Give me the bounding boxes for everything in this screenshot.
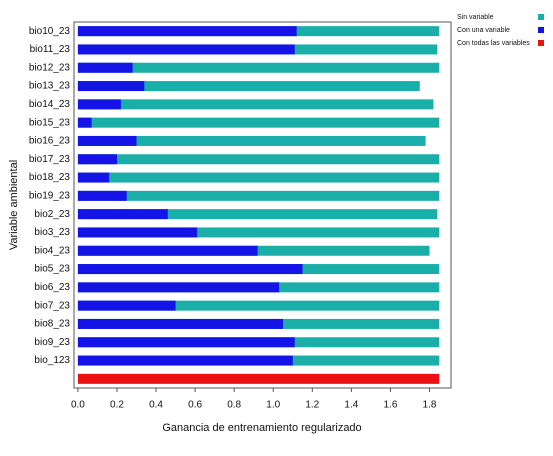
bar (77, 190, 127, 201)
x-tick-label: 1.2 (305, 400, 319, 411)
bar (77, 318, 284, 329)
bar (77, 337, 295, 348)
bar (77, 26, 297, 37)
bar (77, 81, 145, 92)
bar (77, 81, 420, 92)
x-axis-label: Ganancia de entrenamiento regularizado (162, 422, 361, 434)
bar (77, 190, 440, 201)
y-tick-label: bio18_23 (29, 172, 71, 183)
y-tick-label: bio17_23 (29, 154, 71, 165)
y-tick-label: bio14_23 (29, 99, 71, 110)
legend-label: Con una variable (457, 27, 510, 34)
legend-swatch (538, 40, 544, 46)
y-tick-label: bio5_23 (34, 264, 70, 275)
legend-swatch (538, 27, 544, 33)
x-tick-label: 0.0 (71, 400, 85, 411)
bar (77, 62, 440, 73)
y-tick-label: bio12_23 (29, 62, 71, 73)
bar (77, 172, 110, 183)
y-tick-label: bio2_23 (34, 209, 70, 220)
bar (77, 300, 176, 311)
plot-frame (73, 21, 452, 389)
x-tick-label: 1.8 (423, 400, 437, 411)
bar (77, 99, 121, 110)
y-tick-label: bio_123 (34, 355, 70, 366)
y-tick-label: bio6_23 (34, 282, 70, 293)
bar (77, 99, 434, 110)
x-tick-label: 0.2 (110, 400, 124, 411)
y-tick-label: bio7_23 (34, 300, 70, 311)
bar (77, 355, 293, 366)
bar (77, 227, 440, 238)
bar (77, 62, 133, 73)
bar (77, 209, 438, 220)
x-tick-label: 1.4 (344, 400, 358, 411)
y-tick-label: bio16_23 (29, 136, 71, 147)
y-tick-label: bio15_23 (29, 117, 71, 128)
bar (77, 135, 426, 146)
x-tick-label: 0.6 (188, 400, 202, 411)
x-tick-label: 1.0 (266, 400, 280, 411)
y-tick-label: bio10_23 (29, 26, 71, 37)
bar (77, 209, 168, 220)
bar (77, 154, 117, 165)
y-tick-label: bio13_23 (29, 81, 71, 92)
y-axis-label: Variable ambiental (8, 160, 20, 250)
y-tick-label: bio11_23 (30, 44, 71, 55)
bar (77, 172, 440, 183)
bar (77, 117, 440, 128)
x-tick-label: 1.6 (383, 400, 397, 411)
bar (77, 264, 303, 275)
y-tick-label: bio3_23 (34, 227, 70, 238)
bar (77, 373, 440, 384)
y-tick-label: bio9_23 (34, 337, 70, 348)
bar (77, 227, 198, 238)
bar (77, 245, 258, 256)
legend-label: Con todas las variables (457, 40, 530, 47)
y-tick-label: bio19_23 (29, 190, 71, 201)
bar (77, 282, 280, 293)
y-tick-label: bio4_23 (34, 245, 70, 256)
x-tick-label: 0.8 (227, 400, 241, 411)
bar (77, 135, 137, 146)
bar (77, 44, 295, 55)
legend-label: Sin variable (457, 14, 494, 21)
bar (77, 117, 92, 128)
x-tick-label: 0.4 (149, 400, 163, 411)
bar (77, 154, 440, 165)
bar (77, 300, 440, 311)
legend-swatch (538, 14, 544, 20)
y-tick-label: bio8_23 (34, 319, 70, 330)
